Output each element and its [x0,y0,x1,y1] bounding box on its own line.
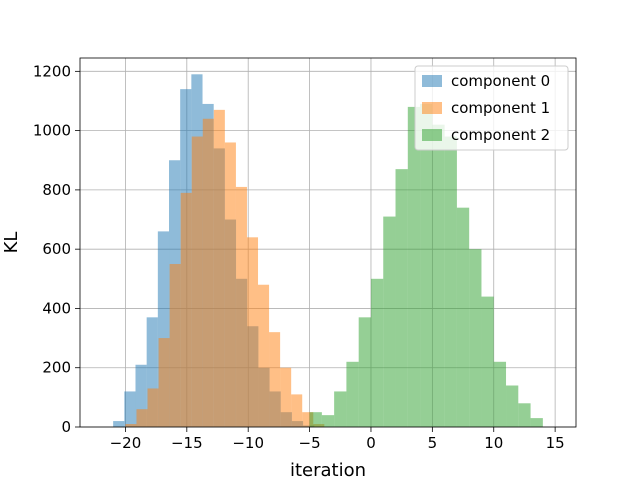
histogram-bar [420,103,433,427]
histogram-bar [334,391,347,427]
histogram-bar [180,192,192,427]
y-tick-label: 800 [42,181,71,199]
legend-swatch [422,75,442,87]
histogram-bar [456,207,470,427]
histogram-bar [246,237,259,427]
x-tick-label: −10 [232,434,264,452]
legend-swatch [422,102,442,114]
histogram-bar [146,317,158,427]
histogram-bar [147,388,159,427]
y-tick-label: 1200 [33,62,71,80]
legend: component 0 component 1 component 2 [414,65,569,151]
histogram-bar [191,136,203,427]
histogram-bar [506,385,519,427]
y-tick-label: 400 [42,299,71,317]
histogram-bar [113,421,125,427]
y-tick-label: 200 [42,359,71,377]
x-tick-label: 15 [546,434,565,452]
histogram-bar [383,216,396,427]
y-axis-label: KL [1,232,22,254]
histogram-bar [202,118,214,427]
y-tick-label: 1000 [33,122,71,140]
x-tick-label: 0 [366,434,376,452]
histogram-bar [258,284,270,427]
histogram-bar [125,424,137,427]
histogram-bar [136,409,148,427]
histogram-bar [224,142,236,427]
y-tick-label: 0 [61,418,71,436]
y-tick-label: 600 [42,240,71,258]
series-1-bars [125,109,325,428]
x-axis-label: iteration [290,460,366,480]
histogram-bar [358,317,371,427]
axis-ticks: −20 −15 −10 −5 0 5 10 15 0 200 400 600 800 1000 1200 [33,62,565,452]
histogram-bar [518,403,531,427]
x-tick-label: −5 [299,434,321,452]
legend-label: component 2 [451,126,550,144]
histogram-bar [309,412,322,427]
histogram-bar [302,412,314,427]
histogram-bar [395,169,408,427]
legend-box [414,65,569,151]
histogram-bar [124,391,136,427]
histogram-bar [444,136,457,427]
histogram-bar [493,361,507,427]
series-2-bars [309,103,543,428]
histogram-bar [280,367,292,427]
histogram-bar [432,124,445,428]
x-tick-label: −15 [171,434,203,452]
x-tick-label: 10 [484,434,503,452]
histogram-bar [407,106,421,427]
x-tick-label: −20 [110,434,142,452]
histogram-bar [469,249,482,427]
histogram-bar [269,332,281,427]
histogram-bar [169,263,181,427]
histogram-bar [291,394,303,427]
histogram-bar [530,418,543,427]
plot-frame [79,57,577,428]
legend-swatch [422,129,442,141]
histogram-bar [158,338,170,427]
legend-label: component 1 [451,99,550,117]
histogram-bars [113,74,543,428]
legend-label: component 0 [451,72,550,90]
histogram-bar [370,278,384,427]
histogram-bar [213,109,225,428]
histogram-bar [235,186,247,427]
histogram-bar [481,296,494,427]
histogram-bar [321,415,335,427]
histogram-bar [346,361,359,427]
histogram-bar [135,364,147,427]
histogram-bar [157,231,170,427]
x-tick-label: 5 [428,434,438,452]
